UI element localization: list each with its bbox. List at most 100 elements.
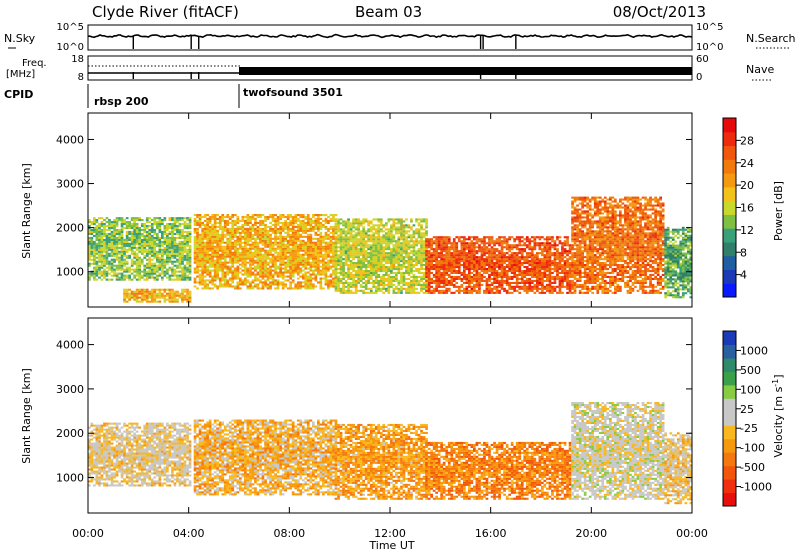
heatmap-cell bbox=[150, 258, 154, 261]
heatmap-cell bbox=[347, 230, 350, 233]
heatmap-cell bbox=[223, 255, 227, 258]
heatmap-cell bbox=[312, 287, 315, 290]
heatmap-cell bbox=[442, 279, 446, 282]
heatmap-cell bbox=[206, 285, 209, 288]
heatmap-cell bbox=[415, 260, 418, 263]
heatmap-cell bbox=[266, 225, 270, 228]
heatmap-cell bbox=[427, 268, 431, 271]
heatmap-cell bbox=[259, 221, 262, 224]
heatmap-cell bbox=[198, 261, 202, 264]
heatmap-cell bbox=[301, 281, 305, 284]
heatmap-cell bbox=[319, 223, 323, 226]
heatmap-cell bbox=[150, 240, 154, 243]
heatmap-cell bbox=[314, 261, 318, 264]
heatmap-cell bbox=[412, 246, 416, 249]
heatmap-cell bbox=[442, 236, 446, 239]
heatmap-cell bbox=[465, 264, 469, 267]
heatmap-cell bbox=[274, 217, 277, 220]
heatmap-cell bbox=[410, 264, 413, 267]
heatmap-cell bbox=[306, 243, 310, 246]
heatmap-cell bbox=[427, 250, 431, 253]
heatmap-cell bbox=[319, 277, 323, 280]
heatmap-cell bbox=[374, 224, 378, 227]
heatmap-cell bbox=[447, 258, 451, 261]
heatmap-cell bbox=[221, 263, 225, 266]
heatmap-cell bbox=[382, 226, 386, 229]
heatmap-cell bbox=[153, 276, 157, 279]
heatmap-cell bbox=[468, 289, 471, 292]
heatmap-cell bbox=[415, 281, 418, 284]
heatmap-cell bbox=[193, 247, 197, 250]
heatmap-cell bbox=[324, 233, 328, 236]
heatmap-cell bbox=[513, 262, 516, 265]
heatmap-cell bbox=[289, 267, 292, 270]
heatmap-cell bbox=[513, 254, 516, 257]
heatmap-cell bbox=[465, 268, 469, 271]
heatmap-cell bbox=[309, 285, 313, 288]
heatmap-cell bbox=[473, 242, 476, 245]
heatmap-cell bbox=[193, 245, 197, 248]
heatmap-cell bbox=[379, 228, 383, 231]
heatmap-cell bbox=[372, 244, 376, 247]
heatmap-cell bbox=[357, 238, 360, 241]
heatmap-cell bbox=[123, 227, 126, 230]
heatmap-cell bbox=[143, 264, 147, 267]
heatmap-cell bbox=[495, 275, 499, 278]
heatmap-cell bbox=[347, 222, 350, 225]
heatmap-cell bbox=[301, 214, 305, 217]
heatmap-cell bbox=[473, 246, 476, 249]
heatmap-cell bbox=[334, 226, 338, 229]
heatmap-cell bbox=[118, 268, 121, 271]
heatmap-cell bbox=[213, 239, 217, 242]
heatmap-cell bbox=[508, 277, 511, 280]
heatmap-cell bbox=[148, 262, 152, 265]
heatmap-cell bbox=[372, 240, 376, 243]
heatmap-cell bbox=[108, 240, 111, 243]
heatmap-cell bbox=[488, 283, 491, 286]
heatmap-cell bbox=[369, 270, 373, 273]
heatmap-cell bbox=[387, 289, 391, 292]
heatmap-cell bbox=[228, 267, 232, 270]
heatmap-cell bbox=[276, 247, 280, 250]
heatmap-cell bbox=[208, 229, 212, 232]
heatmap-cell bbox=[480, 252, 484, 255]
heatmap-cell bbox=[452, 260, 456, 263]
heatmap-cell bbox=[171, 300, 174, 303]
heatmap-cell bbox=[120, 223, 124, 226]
heatmap-cell bbox=[158, 264, 162, 267]
heatmap-cell bbox=[415, 220, 418, 223]
heatmap-cell bbox=[173, 268, 177, 271]
heatmap-cell bbox=[412, 260, 416, 263]
heatmap-cell bbox=[286, 217, 290, 220]
heatmap-cell bbox=[518, 270, 522, 273]
heatmap-cell bbox=[329, 283, 333, 286]
heatmap-cell bbox=[226, 251, 230, 254]
heatmap-cell bbox=[359, 244, 363, 247]
heatmap-cell bbox=[274, 235, 277, 238]
heatmap-cell bbox=[173, 270, 177, 273]
heatmap-cell bbox=[140, 288, 144, 291]
heatmap-cell bbox=[498, 283, 501, 286]
heatmap-cell bbox=[241, 235, 245, 238]
heatmap-cell bbox=[125, 234, 129, 237]
heatmap-cell bbox=[120, 244, 124, 247]
heatmap-cell bbox=[143, 296, 147, 299]
heatmap-cell bbox=[166, 240, 169, 243]
heatmap-cell bbox=[493, 258, 496, 261]
heatmap-cell bbox=[430, 244, 433, 247]
heatmap-cell bbox=[163, 300, 167, 303]
heatmap-cell bbox=[269, 259, 272, 262]
heatmap-cell bbox=[150, 298, 154, 301]
heatmap-cell bbox=[163, 264, 167, 267]
heatmap-cell bbox=[450, 268, 454, 271]
heatmap-cell bbox=[93, 221, 96, 224]
heatmap-cell bbox=[309, 219, 313, 222]
heatmap-cell bbox=[186, 240, 189, 243]
heatmap-cell bbox=[98, 250, 101, 253]
heatmap-cell bbox=[269, 257, 272, 260]
heatmap-cell bbox=[279, 259, 282, 262]
heatmap-cell bbox=[493, 244, 496, 247]
heatmap-cell bbox=[251, 279, 255, 282]
heatmap-cell bbox=[93, 254, 96, 257]
heatmap-cell bbox=[493, 264, 496, 267]
